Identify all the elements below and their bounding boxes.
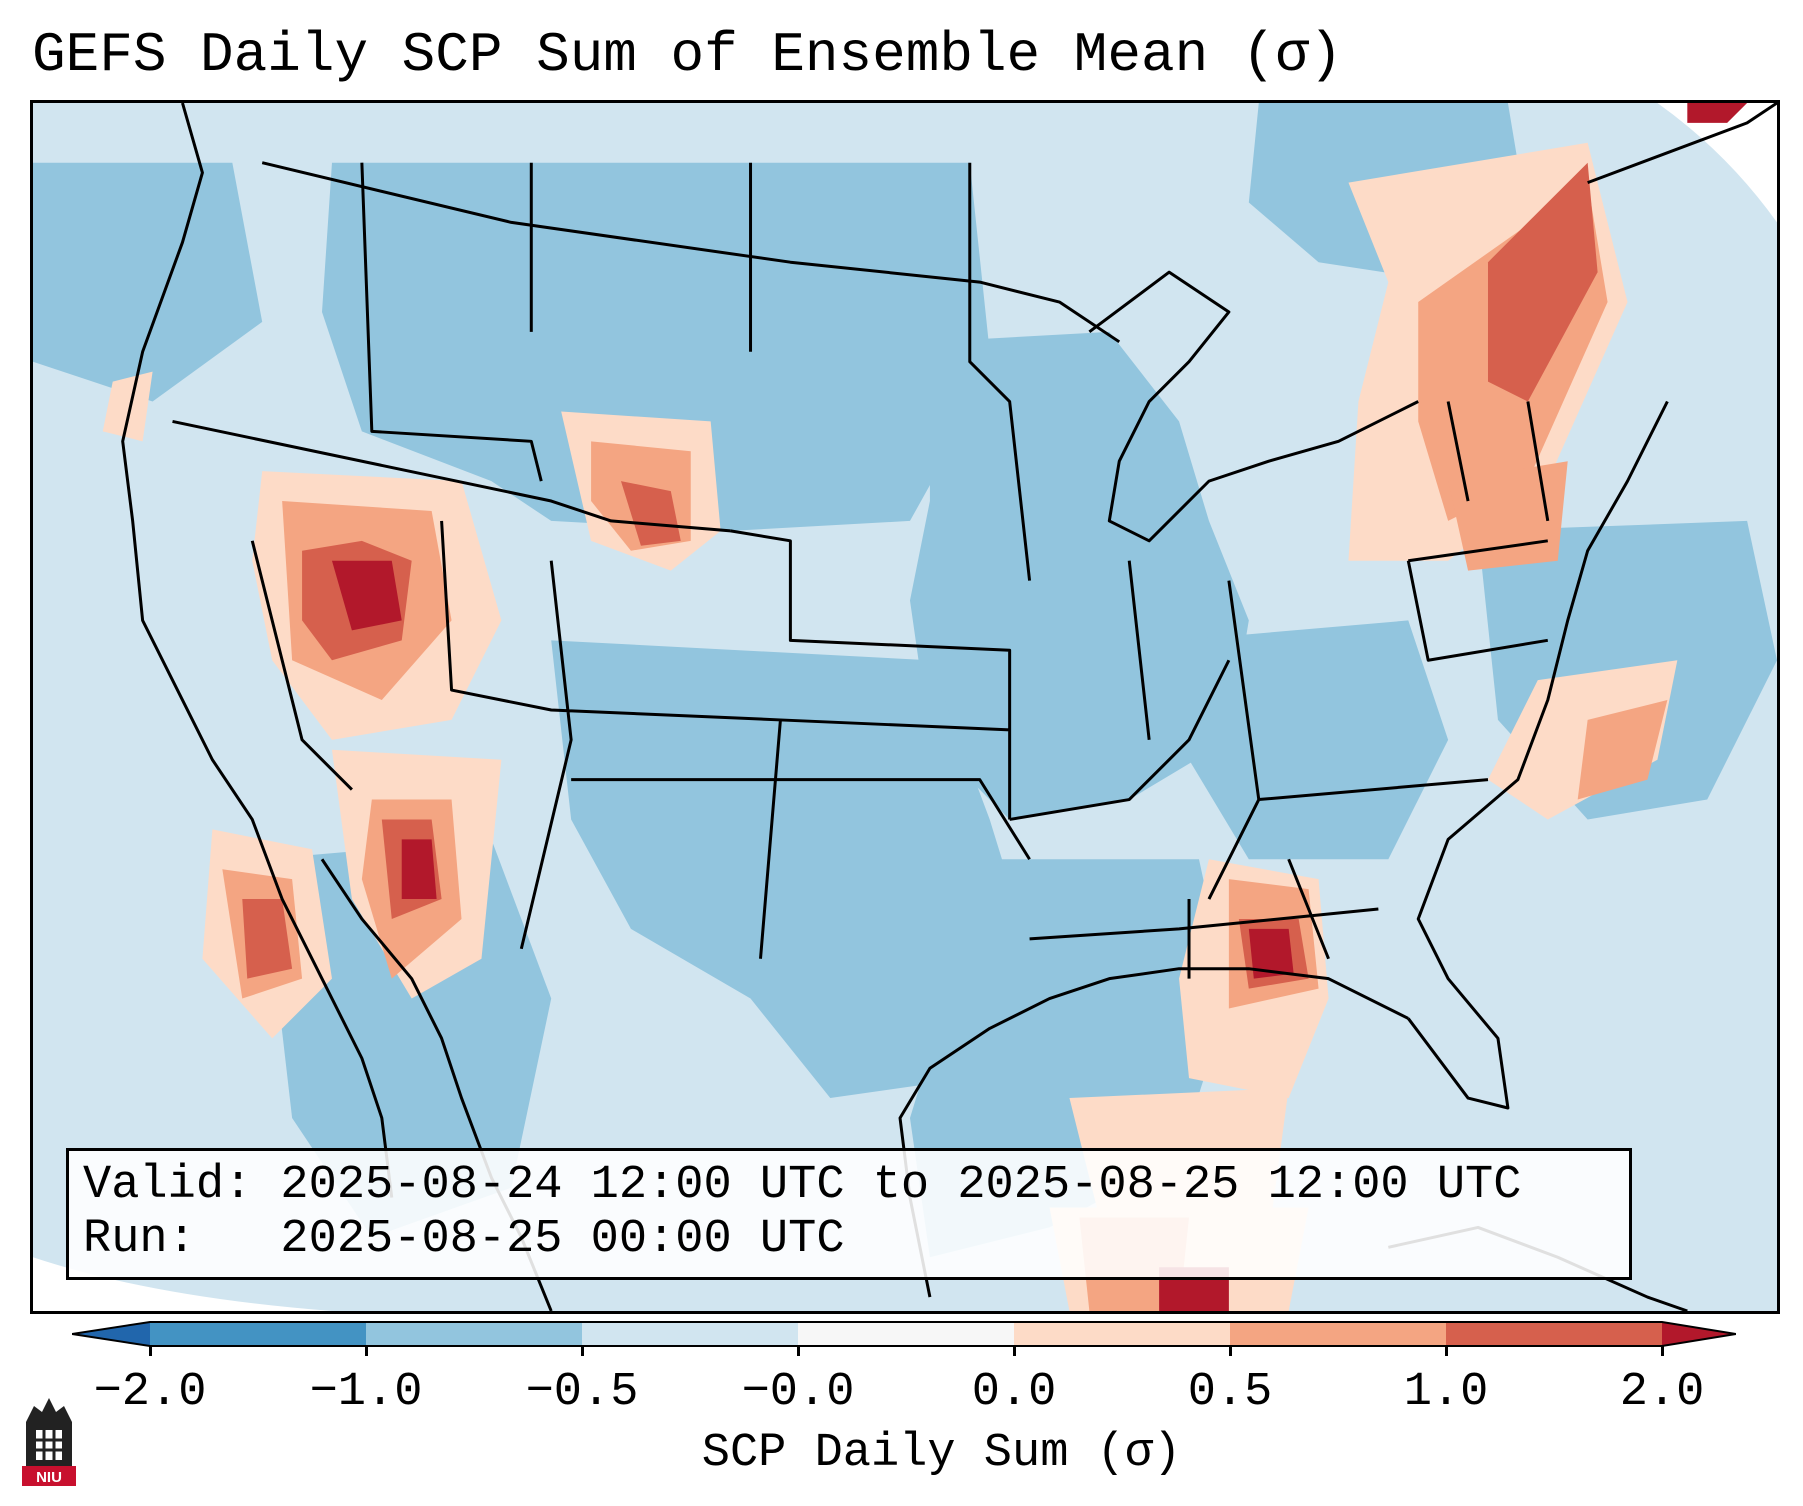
projection-edge-right	[1657, 103, 1777, 223]
colorbar-tick	[797, 1346, 800, 1356]
colorbar-tick	[1229, 1346, 1232, 1356]
pos-california-red	[242, 899, 293, 979]
map-boundaries	[121, 103, 1777, 1311]
pos-nevada-darkred	[331, 560, 402, 631]
region-southwest	[551, 640, 1030, 1099]
us-canada-border	[261, 161, 1121, 344]
region-northwest	[33, 162, 263, 402]
colorbar-tick	[1013, 1346, 1016, 1356]
colorbar-tick	[1661, 1346, 1664, 1356]
pos-atlantic-med	[1577, 700, 1668, 800]
logo-window-icon	[36, 1430, 62, 1460]
colorbar-bin-1	[150, 1322, 366, 1346]
colorbar-tick	[365, 1346, 368, 1356]
colorbar	[72, 1321, 1736, 1347]
state-lines-east	[1127, 401, 1550, 979]
colorbar-tick	[1445, 1346, 1448, 1356]
pos-arizona-darkred	[401, 839, 437, 900]
colorbar-ticks: −2.0 −1.0 −0.5 −0.0 0.0 0.5 1.0 2.0	[0, 1346, 1803, 1426]
colorbar-tick-label: 2.0	[1619, 1366, 1705, 1419]
valid-time-text: Valid: 2025-08-24 12:00 UTC to 2025-08-2…	[83, 1159, 1522, 1212]
west-coastline	[121, 103, 394, 1198]
colorbar-bin-7	[1446, 1322, 1662, 1346]
state-lines-north	[172, 162, 1032, 581]
colorbar-tick-label: 1.0	[1403, 1366, 1489, 1419]
colorbar-tick-label: −0.0	[741, 1366, 855, 1419]
colorbar-bin-6	[1230, 1322, 1446, 1346]
pos-quebec-darkred	[1687, 103, 1748, 123]
scp-map	[33, 103, 1777, 1311]
colorbar-bin-3	[582, 1322, 798, 1346]
logo-grid-icon	[36, 1430, 62, 1460]
colorbar-tick-label: −0.5	[525, 1366, 639, 1419]
projection-edge-left	[33, 1257, 332, 1311]
pos-wyoming-red	[620, 481, 681, 546]
logo-text: NIU	[36, 1469, 62, 1486]
colorbar-bin-5	[1014, 1322, 1230, 1346]
east-coastline	[1407, 103, 1777, 1110]
colorbar-tick	[149, 1346, 152, 1356]
colorbar-tick-label: 0.0	[971, 1366, 1057, 1419]
pos-pacific-nw-light	[102, 371, 153, 442]
colorbar-under-arrow	[72, 1322, 150, 1346]
figure-title: GEFS Daily SCP Sum of Ensemble Mean (σ)	[32, 23, 1343, 87]
colorbar-over-arrow	[1662, 1322, 1736, 1346]
colorbar-label: SCP Daily Sum (σ)	[701, 1427, 1182, 1480]
state-lines-central	[250, 520, 1379, 959]
region-midwest	[909, 331, 1249, 820]
pos-atlantic-light	[1487, 660, 1678, 820]
run-time-text: Run: 2025-08-25 00:00 UTC	[83, 1213, 845, 1266]
logo-banner	[22, 1466, 76, 1486]
gulf-coastline	[898, 967, 1409, 1298]
pos-alabama-darkred	[1248, 928, 1294, 979]
colorbar-bin-4	[798, 1322, 1014, 1346]
region-appalachia	[1179, 620, 1449, 860]
niu-logo: NIU	[22, 1398, 76, 1486]
pos-vermont-red	[1487, 162, 1598, 402]
colorbar-tick-label: −2.0	[93, 1366, 207, 1419]
great-lakes	[1088, 270, 1419, 543]
colorbar-tick-label: −1.0	[309, 1366, 423, 1419]
colorbar-tick	[581, 1346, 584, 1356]
colorbar-bin-2	[366, 1322, 582, 1346]
colorbar-tick-label: 0.5	[1187, 1366, 1273, 1419]
map-panel	[30, 100, 1780, 1314]
validity-info-box: Valid: 2025-08-24 12:00 UTC to 2025-08-2…	[66, 1148, 1632, 1280]
